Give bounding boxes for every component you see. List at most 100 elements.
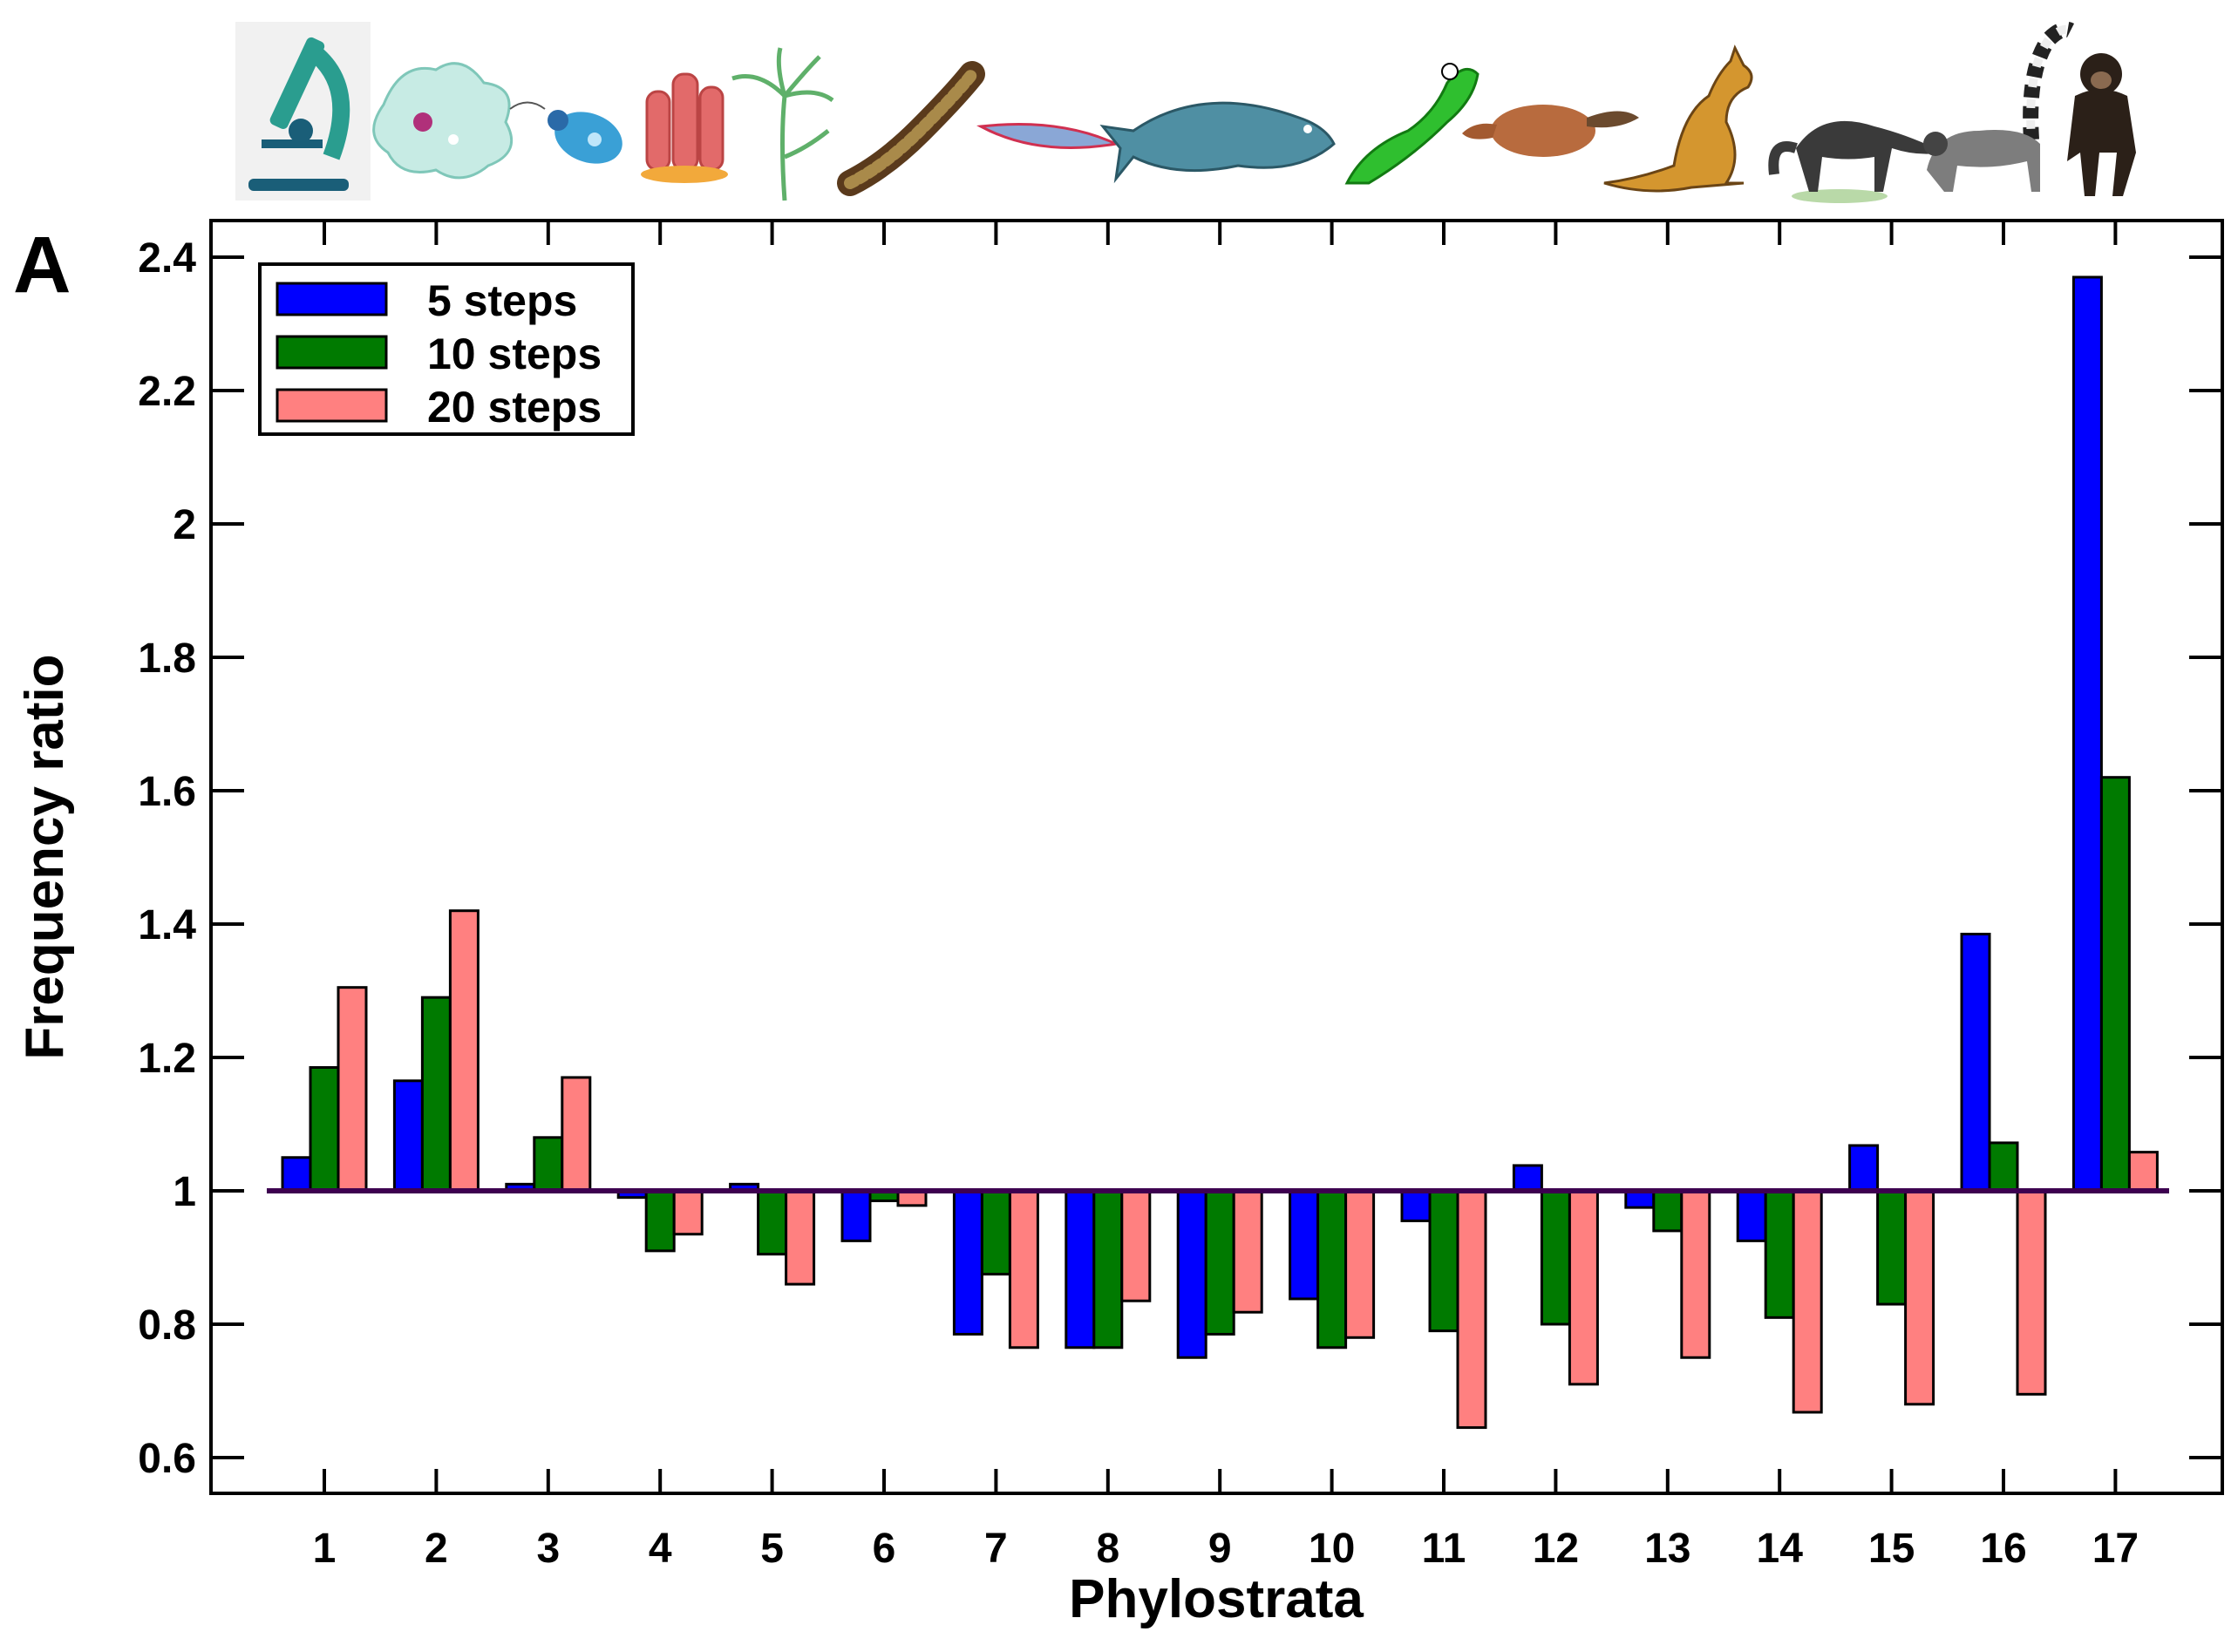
bar-5-steps-phylostratum-2	[392, 1079, 424, 1193]
lizard-icon	[1344, 63, 1480, 185]
bar-20-steps-phylostratum-17	[2127, 1151, 2159, 1193]
legend: 5 steps 10 steps 20 steps	[258, 262, 635, 436]
y-tick-label: 2.4	[138, 235, 196, 282]
x-tick-label: 5	[760, 1526, 784, 1572]
bar-20-steps-phylostratum-11	[1456, 1189, 1487, 1430]
bar-10-steps-phylostratum-13	[1652, 1189, 1684, 1233]
bar-20-steps-phylostratum-15	[1904, 1189, 1935, 1406]
y-tick-label: 2	[173, 502, 196, 548]
x-tick-label: 17	[2092, 1526, 2139, 1572]
bar-20-steps-phylostratum-10	[1344, 1189, 1376, 1339]
x-tick-label: 11	[1422, 1526, 1466, 1572]
bar-10-steps-phylostratum-7	[980, 1189, 1011, 1276]
bar-5-steps-phylostratum-11	[1400, 1189, 1432, 1222]
x-tick-label: 2	[425, 1526, 448, 1572]
x-tick-label: 9	[1208, 1526, 1232, 1572]
x-tick-label: 16	[1980, 1526, 2026, 1572]
sponge-icon	[641, 72, 728, 183]
bar-10-steps-phylostratum-2	[420, 996, 452, 1193]
bar-10-steps-phylostratum-11	[1428, 1189, 1459, 1333]
lemur-icon	[1923, 21, 2075, 192]
platypus-icon	[1462, 105, 1639, 157]
y-tick-label: 1.2	[138, 1036, 196, 1082]
legend-swatch-20-steps	[275, 388, 388, 423]
bar-5-steps-phylostratum-14	[1736, 1189, 1767, 1242]
bar-10-steps-phylostratum-4	[644, 1189, 676, 1253]
bar-5-steps-phylostratum-15	[1848, 1144, 1880, 1193]
y-tick-label: 0.6	[138, 1436, 196, 1482]
worm-icon	[837, 61, 985, 196]
hydra-icon	[731, 47, 834, 201]
legend-swatch-10-steps	[275, 335, 388, 370]
flagellate-icon	[509, 101, 622, 164]
x-tick-label: 4	[649, 1526, 672, 1572]
bar-20-steps-phylostratum-2	[448, 909, 480, 1193]
y-axis-title: Frequency ratio	[15, 654, 75, 1059]
y-tick-label: 0.8	[138, 1302, 196, 1349]
bar-20-steps-phylostratum-7	[1008, 1189, 1039, 1349]
organism-icon-strip	[235, 21, 2136, 203]
bar-20-steps-phylostratum-5	[785, 1189, 816, 1286]
coelacanth-icon	[1099, 101, 1336, 184]
x-tick-label: 14	[1757, 1526, 1804, 1572]
microscope-icon	[235, 22, 371, 201]
amoeba-icon	[372, 62, 514, 180]
bar-10-steps-phylostratum-5	[757, 1189, 788, 1256]
bar-20-steps-phylostratum-13	[1680, 1189, 1711, 1359]
panel-label: A	[13, 221, 71, 309]
plot-frame	[209, 219, 2224, 1495]
bar-20-steps-phylostratum-1	[337, 986, 368, 1193]
bar-10-steps-phylostratum-9	[1204, 1189, 1235, 1336]
bar-5-steps-phylostratum-1	[281, 1156, 312, 1193]
x-tick-label: 3	[536, 1526, 560, 1572]
bar-5-steps-phylostratum-9	[1176, 1189, 1207, 1359]
anteater-icon	[1768, 120, 1944, 203]
y-tick-label: 1.6	[138, 769, 196, 815]
legend-label-20-steps: 20 steps	[427, 383, 602, 432]
bar-5-steps-phylostratum-8	[1065, 1189, 1096, 1349]
bar-10-steps-phylostratum-17	[2099, 776, 2131, 1193]
bar-10-steps-phylostratum-10	[1316, 1189, 1348, 1349]
legend-label-10-steps: 10 steps	[427, 330, 602, 378]
y-tick-label: 2.2	[138, 369, 196, 415]
x-tick-label: 1	[313, 1526, 337, 1572]
bar-series	[281, 275, 2159, 1430]
bar-20-steps-phylostratum-8	[1120, 1189, 1152, 1302]
lancelet-icon	[976, 123, 1121, 149]
bar-20-steps-phylostratum-14	[1792, 1189, 1823, 1414]
bar-5-steps-phylostratum-17	[2071, 275, 2103, 1193]
bar-20-steps-phylostratum-4	[672, 1189, 704, 1236]
bar-5-steps-phylostratum-12	[1512, 1164, 1543, 1193]
y-tick-label: 1.8	[138, 636, 196, 682]
y-tick-label: 1.4	[138, 902, 196, 948]
bar-10-steps-phylostratum-15	[1876, 1189, 1908, 1306]
x-tick-label: 10	[1309, 1526, 1355, 1572]
y-tick-label: 1	[173, 1169, 196, 1215]
bar-20-steps-phylostratum-16	[2016, 1189, 2047, 1396]
bar-10-steps-phylostratum-12	[1540, 1189, 1571, 1326]
bar-20-steps-phylostratum-3	[561, 1076, 592, 1193]
bar-5-steps-phylostratum-16	[1960, 932, 1991, 1193]
bar-20-steps-phylostratum-12	[1568, 1189, 1599, 1386]
bar-10-steps-phylostratum-3	[533, 1136, 564, 1193]
x-tick-label: 13	[1644, 1526, 1690, 1572]
x-tick-label: 8	[1096, 1526, 1119, 1572]
bar-5-steps-phylostratum-6	[840, 1189, 872, 1242]
x-tick-label: 6	[873, 1526, 896, 1572]
bar-10-steps-phylostratum-14	[1764, 1189, 1795, 1319]
bar-10-steps-phylostratum-16	[1988, 1141, 2019, 1193]
x-tick-label: 7	[984, 1526, 1008, 1572]
legend-label-5-steps: 5 steps	[427, 276, 577, 325]
bar-20-steps-phylostratum-9	[1232, 1189, 1263, 1314]
chimpanzee-icon	[2067, 53, 2136, 196]
bar-5-steps-phylostratum-10	[1289, 1189, 1320, 1301]
x-axis: 1 2 3 4 5 6 7 8 9 10 11 12 13 14 15 16 17	[313, 221, 2139, 1572]
bar-10-steps-phylostratum-1	[309, 1065, 340, 1193]
bar-10-steps-phylostratum-8	[1092, 1189, 1124, 1349]
x-axis-title: Phylostrata	[1069, 1569, 1364, 1629]
bar-5-steps-phylostratum-7	[952, 1189, 983, 1336]
y-axis: 0.6 0.8 1 1.2 1.4 1.6 1.8 2 2.2 2.4	[138, 235, 2222, 1482]
x-tick-label: 12	[1533, 1526, 1579, 1572]
